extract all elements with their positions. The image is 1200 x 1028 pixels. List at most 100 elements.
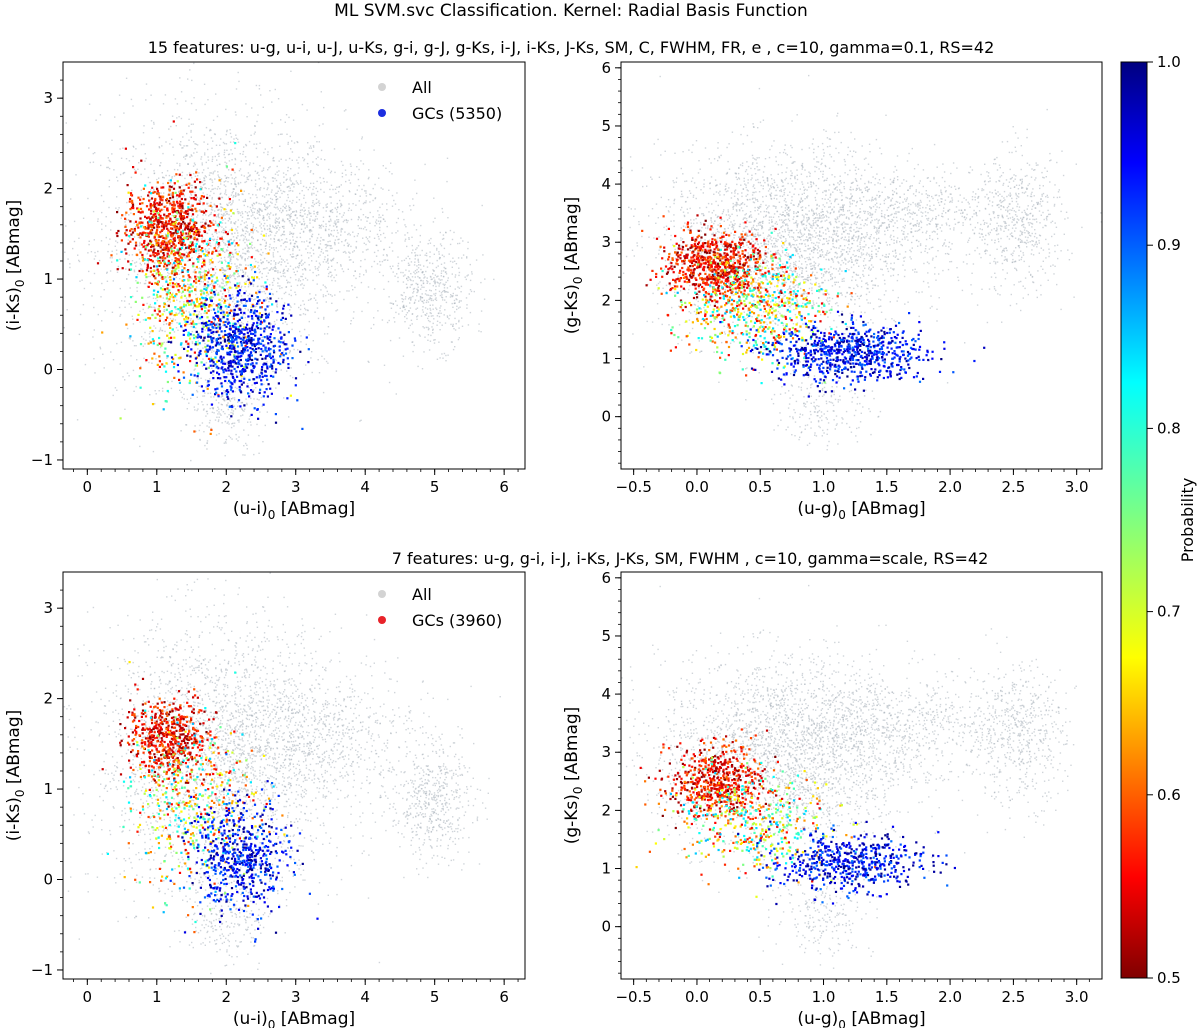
data-point-gc: [187, 225, 190, 228]
data-point-all: [388, 246, 391, 248]
data-point-all: [423, 274, 425, 276]
data-point-all: [274, 234, 276, 237]
data-point-all: [274, 203, 277, 206]
data-point-gc: [167, 247, 170, 250]
data-point-gc: [191, 190, 194, 193]
data-point-all: [335, 223, 337, 225]
data-point-all: [132, 105, 134, 107]
data-point-all: [238, 419, 240, 421]
data-point-all: [240, 402, 242, 404]
data-point-all: [426, 294, 428, 296]
data-point-all: [240, 379, 243, 381]
data-point-all: [369, 193, 371, 196]
data-point-all: [399, 307, 401, 309]
data-point-all: [262, 238, 264, 241]
data-point-all: [210, 267, 212, 270]
data-point-all: [293, 303, 296, 305]
data-point-all: [282, 270, 284, 272]
data-point-all: [436, 320, 439, 322]
data-point-gc: [157, 218, 160, 221]
data-point-all: [146, 285, 149, 287]
data-point-all: [312, 249, 314, 251]
data-point-all: [211, 279, 214, 281]
data-point-gc: [151, 243, 154, 247]
data-point-all: [231, 177, 233, 179]
data-point-all: [320, 188, 322, 191]
data-point-all: [207, 240, 209, 243]
data-point-all: [57, 138, 58, 139]
data-point-all: [335, 208, 338, 211]
data-point-all: [201, 258, 204, 260]
data-point-all: [191, 184, 193, 187]
data-point-all: [195, 286, 198, 288]
data-point-all: [416, 271, 418, 274]
data-point-all: [260, 248, 262, 251]
data-point-all: [97, 250, 99, 253]
data-point-all: [247, 214, 249, 217]
data-point-all: [283, 272, 286, 274]
data-point-all: [206, 245, 208, 247]
data-point-all: [185, 100, 187, 102]
data-point-all: [180, 141, 182, 143]
data-point-gc: [171, 360, 174, 363]
data-point-all: [258, 84, 261, 87]
data-point-all: [185, 145, 188, 147]
data-point-all: [379, 260, 381, 263]
data-point-gc: [202, 202, 205, 205]
data-point-all: [165, 304, 167, 306]
data-point-gc: [179, 224, 182, 227]
data-point-all: [237, 71, 239, 74]
data-point-gc: [158, 360, 161, 363]
data-point-all: [233, 138, 235, 140]
data-point-all: [329, 210, 332, 212]
data-point-all: [199, 274, 202, 277]
data-point-all: [287, 196, 289, 199]
data-point-all: [232, 274, 234, 276]
data-point-all: [397, 265, 399, 267]
data-point-gc: [243, 326, 246, 329]
data-point-all: [167, 290, 169, 292]
data-point-all: [425, 314, 427, 316]
data-point-gc: [178, 285, 181, 288]
data-point-all: [230, 221, 232, 223]
data-point-gc: [161, 221, 164, 224]
data-point-all: [247, 286, 250, 288]
data-point-all: [374, 197, 377, 199]
data-point-gc: [116, 211, 119, 214]
data-point-all: [162, 285, 164, 287]
data-point-all: [175, 276, 177, 279]
data-point-all: [392, 265, 394, 267]
data-point-all: [197, 175, 199, 177]
data-point-all: [362, 163, 365, 165]
data-point-all: [212, 171, 215, 173]
data-point-all: [216, 115, 219, 118]
data-point-all: [441, 324, 443, 326]
data-point-all: [291, 328, 293, 331]
data-point-all: [447, 291, 449, 293]
data-point-all: [107, 166, 109, 169]
data-point-all: [410, 279, 412, 282]
data-point-all: [413, 224, 415, 226]
data-point-gc: [149, 270, 152, 273]
data-point-all: [355, 246, 357, 248]
data-point-all: [284, 207, 287, 209]
data-point-all: [218, 419, 220, 421]
data-point-all: [171, 115, 174, 117]
data-point-all: [252, 224, 255, 226]
data-point-gc: [212, 268, 215, 271]
data-point-all: [304, 307, 306, 310]
data-point-all: [427, 319, 430, 322]
data-point-all: [415, 308, 417, 310]
data-point-all: [260, 227, 262, 229]
data-point-all: [195, 327, 197, 329]
data-point-all: [211, 181, 214, 183]
data-point-all: [311, 205, 313, 207]
data-point-all: [218, 163, 221, 165]
data-point-all: [251, 204, 253, 206]
data-point-all: [311, 194, 313, 196]
data-point-all: [106, 166, 108, 169]
data-point-all: [233, 188, 235, 190]
data-point-all: [144, 168, 146, 170]
data-point-all: [155, 223, 157, 225]
data-point-gc: [182, 238, 185, 241]
